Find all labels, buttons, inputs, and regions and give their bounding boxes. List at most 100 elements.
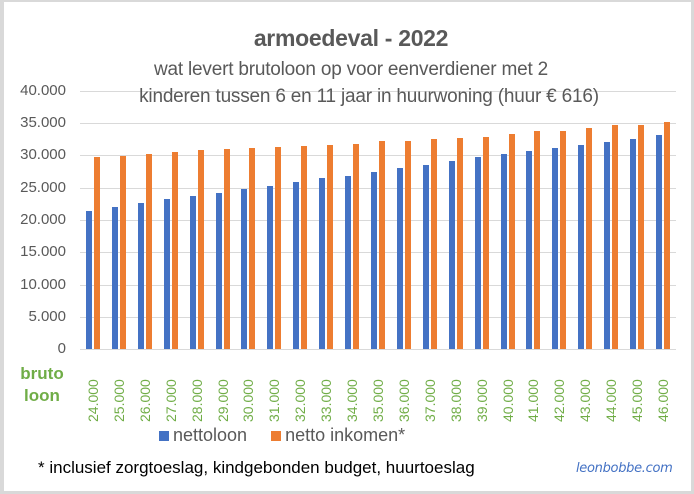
credit-link[interactable]: leonbobbe.com [576,461,673,476]
y-tick-label: 30.000 [20,146,66,164]
bar-nettoloon [293,182,300,350]
x-tick-label: 27.000 [162,379,179,422]
y-tick-label: 40.000 [20,81,66,99]
x-tick-label: 33.000 [318,379,335,422]
bar-netto-inkomen [353,143,360,350]
bar-nettoloon [656,135,663,350]
gridline [80,122,676,124]
y-tick-label: 25.000 [20,178,66,196]
gridline [80,284,676,286]
bar-netto-inkomen [275,147,282,350]
gridline [80,349,676,351]
gridline [80,219,676,221]
legend-swatch-orange [271,430,282,441]
bar-netto-inkomen [119,155,126,350]
bar-nettoloon [371,171,377,350]
bar-nettoloon [85,210,92,350]
x-tick-label: 34.000 [344,379,361,422]
x-tick-label: 42.000 [551,379,568,422]
x-tick-label: 31.000 [266,379,283,422]
bar-nettoloon [526,151,533,350]
bar-nettoloon [319,178,326,350]
legend-item-nettoloon: nettoloon [159,425,247,446]
y-tick-label: 35.000 [20,113,66,131]
bar-netto-inkomen [171,151,178,350]
bar-netto-inkomen [379,141,385,350]
x-axis-title-line2: loon [24,386,60,405]
x-tick-label: 30.000 [240,379,257,422]
bar-nettoloon [215,192,222,350]
bar-nettoloon [500,153,507,350]
legend: nettoloon netto inkomen* [159,425,429,446]
bar-netto-inkomen [145,153,152,350]
gridline [80,252,676,254]
gridline [80,316,676,318]
bar-netto-inkomen [560,130,567,350]
x-tick-label: 35.000 [370,379,386,422]
bar-nettoloon [448,161,455,350]
y-tick-label: 10.000 [20,275,66,293]
y-tick-label: 20.000 [20,210,66,228]
x-tick-label: 37.000 [421,379,438,422]
gridline [80,187,676,189]
bar-netto-inkomen [223,149,230,350]
bar-netto-inkomen [482,136,489,350]
y-tick-label: 15.000 [20,243,66,261]
x-tick-label: 29.000 [214,379,231,422]
bar-netto-inkomen [664,121,671,350]
bar-netto-inkomen [249,148,256,350]
chart-subtitle-line2: kinderen tussen 6 en 11 jaar in huurwoni… [139,86,599,107]
x-tick-label: 44.000 [603,379,620,422]
bar-nettoloon [578,145,585,350]
bar-nettoloon [474,157,481,350]
bar-netto-inkomen [327,145,334,350]
x-tick-label: 26.000 [136,379,153,422]
x-axis-title: bruto loon [14,363,70,407]
legend-item-netto-inkomen: netto inkomen* [271,425,405,446]
gridline [80,90,676,92]
gridline [80,155,676,157]
bar-netto-inkomen [638,124,645,350]
bar-nettoloon [345,175,352,350]
bar-nettoloon [111,206,118,350]
bar-nettoloon [189,196,196,350]
bar-nettoloon [241,188,248,350]
x-tick-label: 24.000 [84,379,101,422]
x-tick-label: 25.000 [110,379,127,422]
x-tick-label: 32.000 [292,379,309,422]
x-tick-label: 39.000 [473,379,490,422]
bar-nettoloon [604,142,611,350]
bar-netto-inkomen [197,150,204,350]
legend-label: nettoloon [173,425,248,445]
y-tick-label: 0 [57,340,66,358]
legend-swatch-blue [159,430,169,441]
bar-nettoloon [163,199,170,350]
bar-nettoloon [396,167,403,350]
bar-netto-inkomen [586,127,593,350]
bar-netto-inkomen [612,124,619,350]
bar-netto-inkomen [301,146,308,350]
footnote: * inclusief zorgtoeslag, kindgebonden bu… [38,458,475,477]
x-tick-label: 36.000 [395,379,412,422]
bar-netto-inkomen [430,138,437,350]
bar-nettoloon [552,148,559,350]
x-tick-label: 28.000 [188,379,205,422]
bar-nettoloon [630,138,637,350]
bar-netto-inkomen [456,137,463,350]
bar-netto-inkomen [404,140,411,350]
bar-netto-inkomen [534,131,541,350]
chart-title: armoedeval - 2022 [253,25,449,51]
y-tick-label: 5.000 [28,307,66,325]
bar-nettoloon [267,185,274,350]
x-tick-label: 40.000 [499,379,516,422]
bar-netto-inkomen [93,156,100,350]
bar-nettoloon [422,165,429,350]
legend-label: netto inkomen* [285,425,406,445]
x-tick-label: 45.000 [629,379,646,422]
x-tick-label: 38.000 [447,379,464,422]
x-tick-label: 41.000 [525,379,542,422]
bar-netto-inkomen [508,134,515,350]
x-tick-label: 43.000 [577,379,594,422]
x-axis-title-line1: bruto [20,364,64,383]
